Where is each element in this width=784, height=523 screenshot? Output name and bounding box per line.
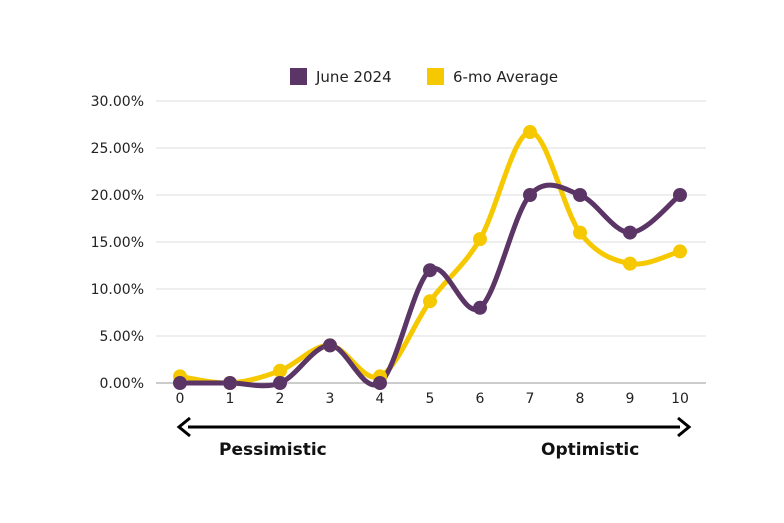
data-point (473, 232, 487, 247)
data-point (623, 225, 637, 240)
x-tick-label: 6 (476, 391, 485, 407)
scale-arrow-left-head (176, 416, 191, 438)
data-point (573, 225, 587, 240)
data-point (273, 363, 287, 378)
x-tick-label: 10 (671, 391, 689, 407)
data-point (673, 244, 687, 259)
legend-label: 6-mo Average (453, 68, 558, 86)
data-point (673, 188, 687, 202)
data-point (523, 188, 537, 202)
data-point (323, 338, 337, 353)
legend-swatch (427, 68, 444, 85)
x-tick-label: 7 (526, 391, 535, 407)
data-point (173, 376, 187, 390)
data-point (573, 188, 587, 202)
series-line-1 (177, 129, 683, 386)
data-point (423, 263, 437, 278)
legend-swatch (290, 68, 307, 85)
series-group (173, 125, 687, 390)
legend: June 2024 6-mo Average (290, 68, 558, 86)
x-tick-label: 8 (576, 391, 585, 407)
legend-label: June 2024 (315, 68, 392, 86)
y-tick-label: 30.00% (91, 94, 144, 110)
data-point (273, 376, 287, 390)
y-axis-ticks: 0.00% 5.00% 10.00% 15.00% 20.00% 25.00% 30.00% (91, 94, 144, 392)
scale-arrow-right-head (677, 416, 692, 438)
x-tick-label: 2 (276, 391, 285, 407)
data-point (223, 376, 237, 390)
y-tick-label: 25.00% (91, 141, 144, 157)
x-tick-label: 5 (426, 391, 435, 407)
y-tick-label: 15.00% (91, 235, 144, 251)
x-tick-label: 4 (376, 391, 385, 407)
data-point (423, 294, 437, 309)
pessimistic-label: Pessimistic (219, 440, 327, 460)
data-point (373, 376, 387, 390)
gridlines (156, 100, 706, 384)
x-tick-label: 3 (326, 391, 335, 407)
series-line-0 (177, 182, 683, 389)
x-tick-label: 1 (226, 391, 235, 407)
x-axis-ticks: 0 1 2 3 4 5 6 7 8 9 10 (176, 391, 689, 407)
sentiment-scale: Pessimistic Optimistic (176, 416, 692, 460)
data-point (523, 125, 537, 140)
x-tick-label: 9 (626, 391, 635, 407)
y-tick-label: 10.00% (91, 282, 144, 298)
data-point (623, 256, 637, 271)
data-point (473, 300, 487, 315)
y-tick-label: 0.00% (100, 376, 144, 392)
y-tick-label: 20.00% (91, 188, 144, 204)
y-tick-label: 5.00% (100, 329, 144, 345)
optimistic-label: Optimistic (541, 440, 639, 460)
x-tick-label: 0 (176, 391, 185, 407)
